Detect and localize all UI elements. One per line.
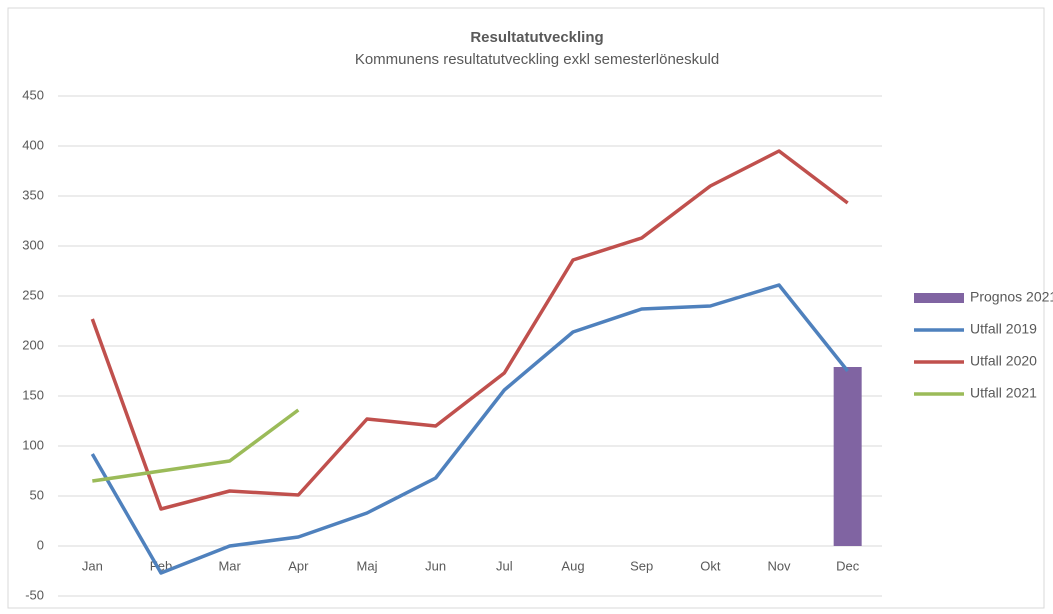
chart-subtitle: Kommunens resultatutveckling exkl semest…: [355, 51, 719, 68]
legend-label: Utfall 2021: [970, 385, 1037, 401]
x-tick-label: Okt: [700, 558, 721, 573]
y-tick-label: 350: [22, 187, 44, 202]
x-tick-label: Maj: [357, 558, 378, 573]
legend-label: Utfall 2020: [970, 353, 1037, 369]
line: [92, 408, 300, 483]
bar: [833, 367, 862, 546]
x-tick-label: Aug: [561, 558, 584, 573]
x-tick-label: Jan: [82, 558, 103, 573]
x-tick-label: Mar: [218, 558, 241, 573]
y-tick-label: 300: [22, 237, 44, 252]
y-tick-label: 200: [22, 337, 44, 352]
y-tick-label: 400: [22, 137, 44, 152]
legend-swatch: [914, 293, 964, 303]
x-tick-label: Jul: [496, 558, 513, 573]
line: [90, 149, 849, 511]
x-tick-label: Sep: [630, 558, 653, 573]
y-tick-label: 250: [22, 287, 44, 302]
y-tick-label: 150: [22, 387, 44, 402]
legend-label: Prognos 2021: [970, 289, 1053, 305]
y-tick-label: -50: [25, 587, 44, 602]
chart-frame: [7, 7, 1045, 609]
y-tick-label: 0: [37, 537, 44, 552]
x-tick-label: Nov: [767, 558, 791, 573]
y-tick-label: 100: [22, 437, 44, 452]
x-tick-label: Jun: [425, 558, 446, 573]
chart-title: Resultatutveckling: [470, 29, 603, 46]
legend-label: Utfall 2019: [970, 321, 1037, 337]
y-tick-label: 450: [22, 87, 44, 102]
y-tick-label: 50: [30, 487, 44, 502]
x-tick-label: Apr: [288, 558, 309, 573]
line: [90, 283, 850, 575]
x-tick-label: Dec: [836, 558, 860, 573]
